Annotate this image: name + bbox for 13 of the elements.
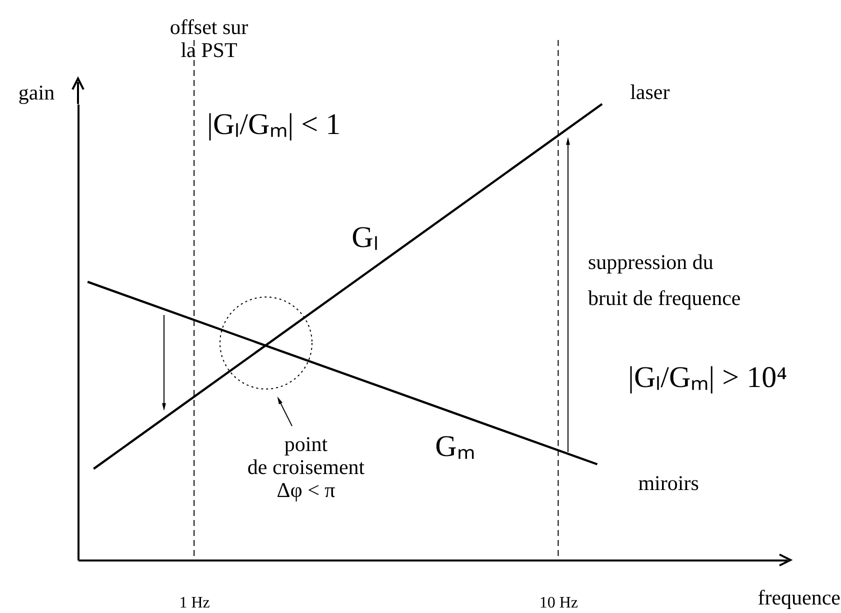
annotation: Gₗ xyxy=(352,221,378,254)
series-label: laser xyxy=(630,80,670,104)
annotation: |Gₗ/Gₘ| > 10⁴ xyxy=(628,361,788,394)
y-axis-title: gain xyxy=(18,80,56,104)
series-label: miroirs xyxy=(638,471,699,496)
x-tick-label: 1 Hz xyxy=(179,594,210,612)
annotation: Gₘ xyxy=(435,430,475,463)
annotation: point de croisement Δφ < π xyxy=(247,432,365,502)
annotation: |Gₗ/Gₘ| < 1 xyxy=(207,108,341,141)
annotation: suppression du bruit de frequence xyxy=(588,250,741,310)
x-axis-title: frequence xyxy=(758,586,840,610)
x-tick-label: 10 Hz xyxy=(539,594,578,612)
text: offset sur la PST xyxy=(170,15,248,62)
